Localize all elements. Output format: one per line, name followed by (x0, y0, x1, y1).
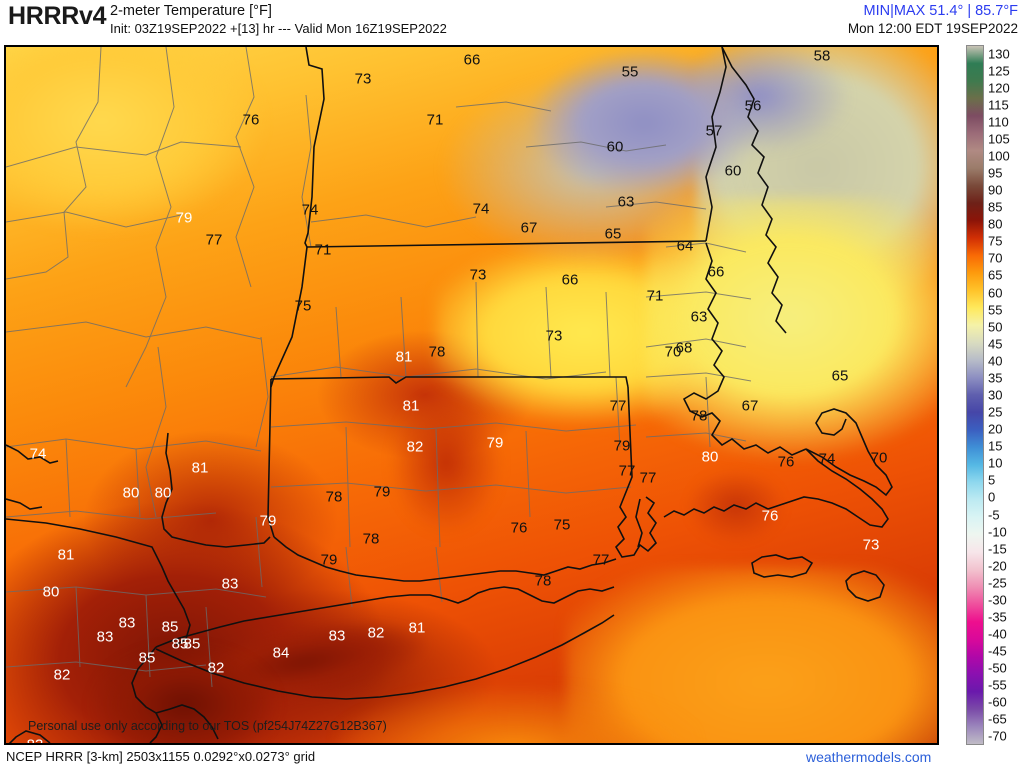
colorbar-tick: 5 (988, 472, 996, 488)
colorbar-tick: 120 (988, 80, 1010, 96)
valid-local-time: Mon 12:00 EDT 19SEP2022 (847, 21, 1018, 36)
geographic-boundaries (6, 47, 937, 743)
temperature-shading-ocean (646, 197, 937, 497)
map-viewport[interactable]: 76 73 71 66 55 56 58 57 60 60 79 77 74 71 74 67 63 65 64 75… (4, 45, 939, 745)
colorbar-tick: 0 (988, 489, 996, 505)
colorbar-tick: 110 (988, 114, 1009, 130)
colorbar-tick: 50 (988, 319, 1003, 335)
colorbar-tick: 125 (988, 63, 1010, 79)
colorbar-tick: 35 (988, 370, 1003, 386)
header-right-block: MIN|MAX 51.4° | 85.7°F Mon 12:00 EDT 19S… (848, 2, 1018, 37)
colorbar[interactable]: 130 125 120 115 110 105 100 95 90 85 80 75 70 65 60 55 5… (966, 45, 1024, 745)
colorbar-tick: -5 (988, 507, 1000, 522)
colorbar-tick: -30 (988, 592, 1007, 608)
colorbar-tick: 85 (988, 199, 1003, 215)
site-credit-link[interactable]: weathermodels.com (806, 749, 932, 765)
colorbar-tick: 75 (988, 233, 1003, 249)
colorbar-tick: -65 (988, 711, 1007, 727)
colorbar-tick: 25 (988, 404, 1003, 420)
colorbar-tick: -50 (988, 660, 1007, 676)
colorbar-tick-labels: 130 125 120 115 110 105 100 95 90 85 80 75 70 65 60 55 5… (988, 45, 1024, 745)
colorbar-tick: 115 (988, 97, 1009, 113)
colorbar-tick: -20 (988, 558, 1007, 574)
colorbar-tick: -70 (988, 728, 1007, 744)
footer-bar: NCEP HRRR [3-km] 2503x1155 0.0292°x0.027… (0, 746, 1024, 768)
tos-watermark: Personal use only according to our TOS (… (28, 719, 387, 733)
colorbar-tick: -15 (988, 541, 1007, 557)
variable-title: 2-meter Temperature [°F] (110, 3, 272, 19)
colorbar-gradient-strip (966, 45, 984, 745)
grid-info-label: NCEP HRRR [3-km] 2503x1155 0.0292°x0.027… (6, 749, 316, 764)
boundary-svg (6, 47, 893, 743)
colorbar-tick: 55 (988, 302, 1003, 318)
colorbar-tick: -40 (988, 626, 1007, 642)
colorbar-tick: -60 (988, 694, 1007, 710)
colorbar-tick: 80 (988, 216, 1003, 232)
minmax-readout: MIN|MAX 51.4° | 85.7°F (863, 3, 1018, 19)
colorbar-tick: 105 (988, 131, 1010, 147)
temperature-shading-nw (6, 47, 316, 277)
colorbar-tick: 30 (988, 387, 1003, 403)
init-valid-line: Init: 03Z19SEP2022 +[13] hr --- Valid Mo… (110, 21, 447, 36)
model-name-label: HRRRv4 (8, 2, 107, 30)
title-block: 2-meter Temperature [°F] Init: 03Z19SEP2… (110, 2, 447, 37)
colorbar-tick: 100 (988, 148, 1010, 164)
colorbar-tick: 65 (988, 267, 1003, 283)
county-lines (6, 47, 752, 688)
colorbar-tick: -10 (988, 524, 1007, 540)
colorbar-tick: 130 (988, 46, 1010, 62)
colorbar-tick: 40 (988, 353, 1003, 369)
header-bar: HRRRv4 2-meter Temperature [°F] Init: 03… (0, 0, 1024, 44)
temperature-shading-core-ct (356, 377, 536, 567)
colorbar-tick: 10 (988, 455, 1003, 471)
colorbar-tick: 95 (988, 165, 1003, 181)
colorbar-tick: 60 (988, 285, 1003, 301)
temperature-field (6, 47, 937, 743)
colorbar-tick: 15 (988, 438, 1003, 454)
colorbar-tick: -55 (988, 677, 1007, 693)
colorbar-tick: -45 (988, 643, 1007, 659)
colorbar-tick: 90 (988, 182, 1003, 198)
colorbar-tick: 45 (988, 336, 1003, 352)
state-and-coast-lines (6, 47, 893, 743)
colorbar-tick: 20 (988, 421, 1003, 437)
colorbar-tick: 70 (988, 250, 1003, 266)
colorbar-tick: -25 (988, 575, 1007, 591)
colorbar-tick: -35 (988, 609, 1007, 625)
